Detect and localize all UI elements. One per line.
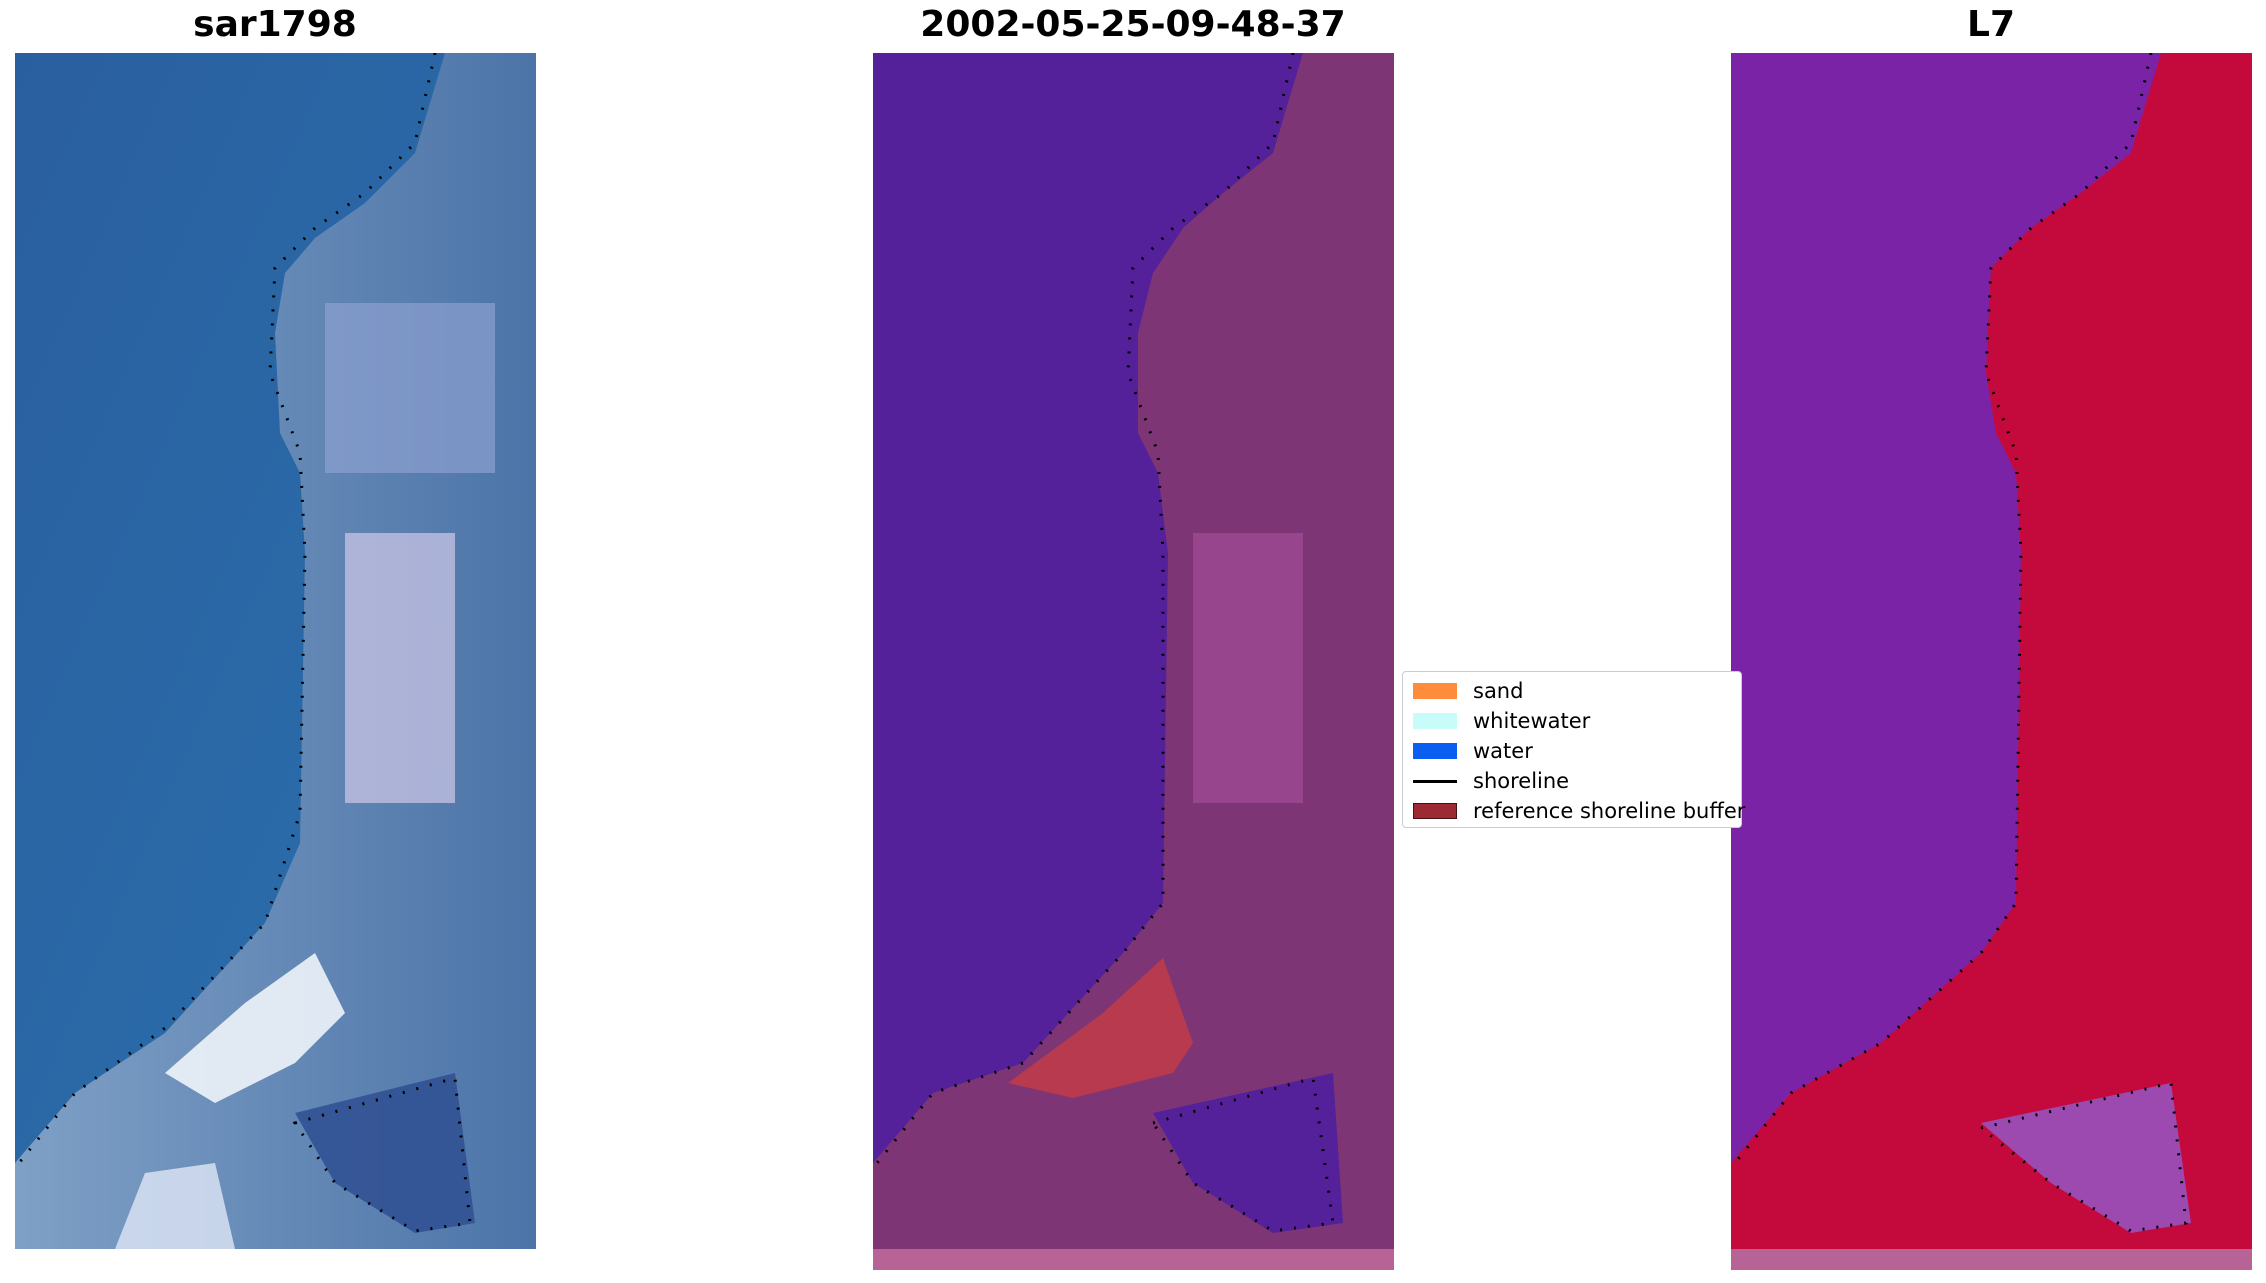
classified-land-area <box>873 53 1394 1249</box>
classified-bright-strip <box>1193 533 1303 803</box>
rgb-lagoon <box>295 1073 475 1233</box>
classified-bottom-strip <box>873 1249 1394 1270</box>
legend-label: shoreline <box>1473 769 1570 793</box>
legend-label: reference shoreline buffer <box>1473 799 1746 823</box>
legend-label: sand <box>1473 679 1524 703</box>
index-land-area <box>1731 53 2252 1249</box>
index-lagoon <box>1981 1083 2191 1233</box>
rgb-whitewater <box>165 953 345 1103</box>
legend-item-shoreline: shoreline <box>1413 768 1569 794</box>
legend-item-reference-buffer: reference shoreline buffer <box>1413 798 1745 824</box>
index-image-panel <box>1731 53 2252 1270</box>
panel-title-classified: 2002-05-25-09-48-37 <box>920 4 1346 45</box>
classified-image-panel <box>873 53 1394 1270</box>
index-bottom-strip <box>1731 1249 2252 1270</box>
rgb-image <box>15 53 536 1249</box>
index-image <box>1731 53 2252 1270</box>
panel-title-index: L7 <box>1967 4 2015 45</box>
legend-label: whitewater <box>1473 709 1591 733</box>
panel-title-rgb: sar1798 <box>193 4 357 45</box>
rgb-bright-bottom <box>115 1163 235 1249</box>
legend: sand whitewater water shoreline referenc… <box>1402 671 1745 828</box>
legend-item-sand: sand <box>1413 678 1523 704</box>
classified-buffer-area <box>1008 958 1193 1098</box>
reference-buffer-swatch <box>1413 803 1457 819</box>
water-swatch <box>1413 743 1457 759</box>
legend-label: water <box>1473 739 1533 763</box>
legend-item-whitewater: whitewater <box>1413 708 1590 734</box>
whitewater-swatch <box>1413 713 1457 729</box>
shoreline-line-swatch <box>1413 779 1457 783</box>
classified-lagoon <box>1153 1073 1343 1233</box>
classified-image <box>873 53 1394 1270</box>
sand-swatch <box>1413 683 1457 699</box>
rgb-image-panel <box>15 53 536 1249</box>
legend-item-water: water <box>1413 738 1533 764</box>
rgb-bright-strip <box>345 533 455 803</box>
rgb-bright-patch <box>325 303 495 473</box>
